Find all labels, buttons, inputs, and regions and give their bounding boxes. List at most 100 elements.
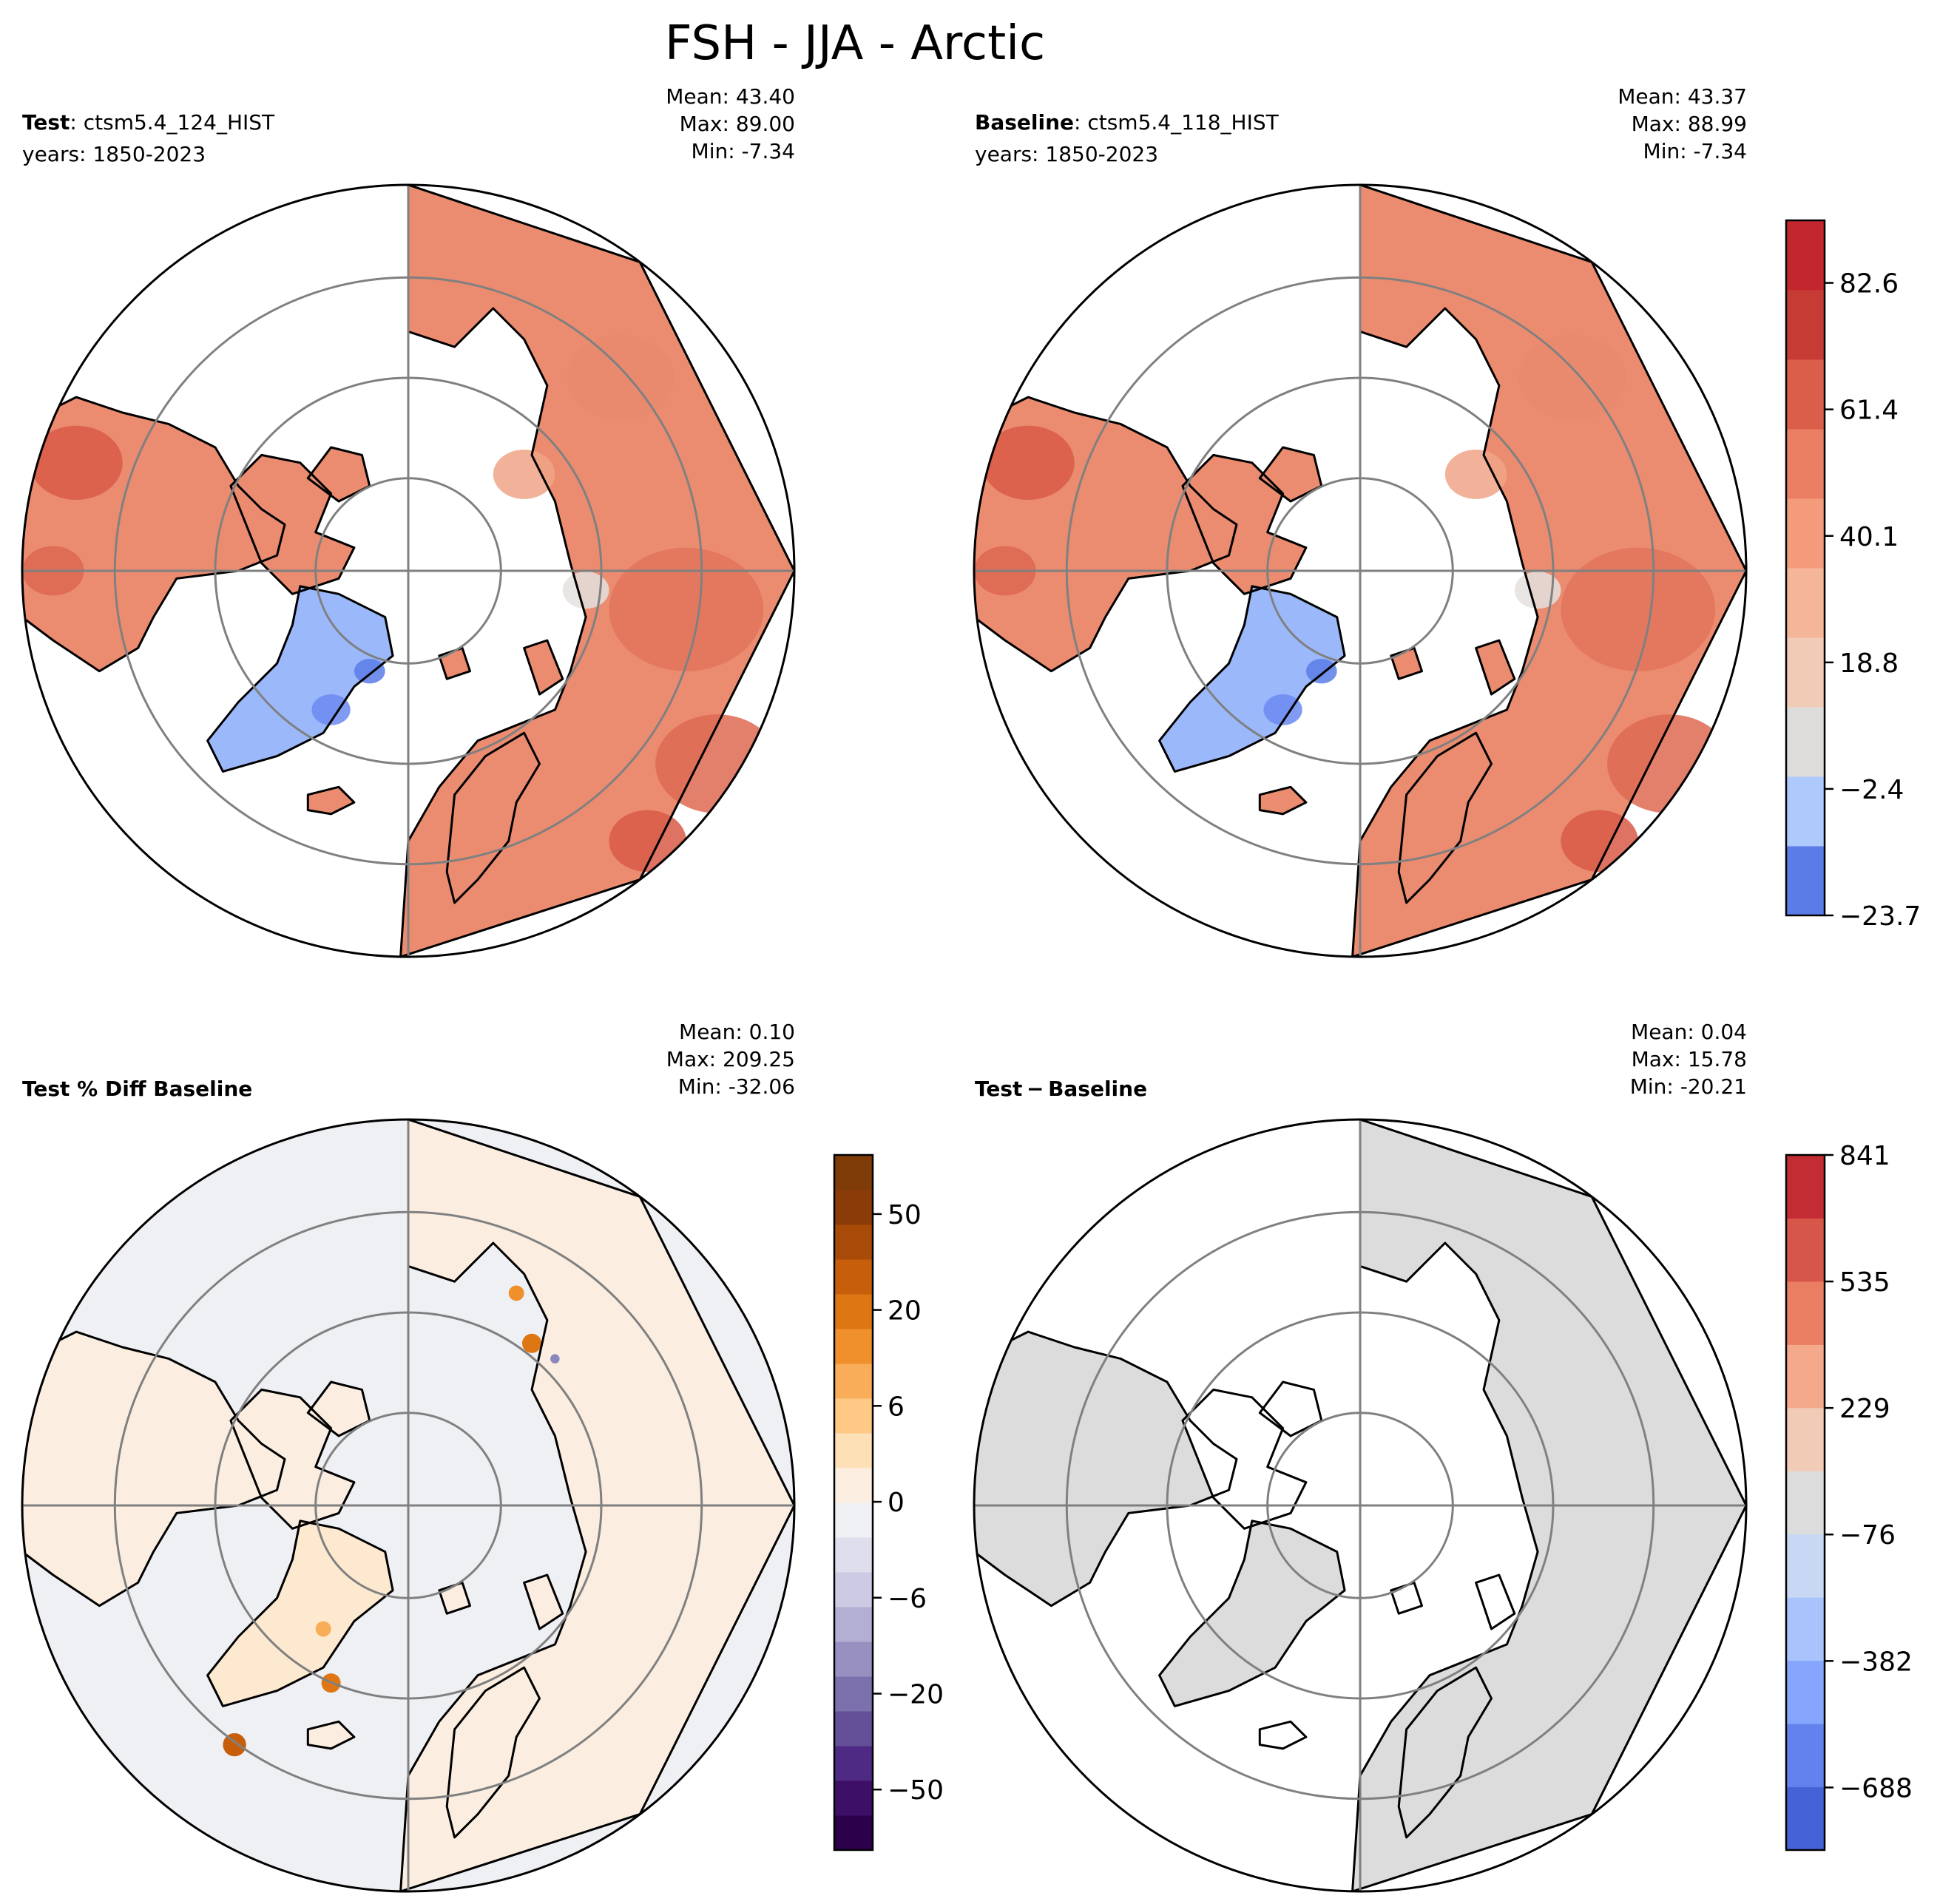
coastline xyxy=(306,446,371,503)
colorbar-tick-label: 0 xyxy=(888,1488,905,1518)
colorbar-segment xyxy=(1786,429,1825,499)
colorbar-segment xyxy=(1786,1218,1825,1282)
colorbar-segment xyxy=(1786,1534,1825,1598)
coastline xyxy=(1158,1520,1346,1707)
colorbar-tick-label: −2.4 xyxy=(1839,775,1904,805)
panel-label: Test % Diff Baseline xyxy=(22,1077,252,1101)
coastline xyxy=(445,1666,541,1839)
colorbar-segment xyxy=(1786,1344,1825,1409)
coastline xyxy=(1181,453,1308,595)
colorbar-segment xyxy=(1786,1724,1825,1788)
value-patch xyxy=(354,659,385,684)
colorbar-tick-label: 20 xyxy=(888,1296,922,1327)
diff-spot xyxy=(315,1621,331,1637)
land-fill xyxy=(308,1382,370,1436)
value-patch xyxy=(1514,572,1561,609)
colorbar-tick-label: −382 xyxy=(1839,1647,1913,1677)
colorbar-segment xyxy=(834,1502,873,1538)
coastline xyxy=(1258,1720,1308,1750)
coastline xyxy=(523,639,564,696)
diff-spot xyxy=(223,1732,246,1757)
colorbar-tick-label: −76 xyxy=(1839,1520,1896,1551)
colorbar-segment xyxy=(834,1259,873,1295)
colorbar-segment xyxy=(834,1294,873,1329)
land-fill xyxy=(207,1520,393,1707)
land-fill xyxy=(1260,1382,1322,1436)
colorbar-tick-label: 82.6 xyxy=(1839,269,1899,299)
colorbar-tick-label: 535 xyxy=(1839,1267,1890,1298)
colorbar-segment xyxy=(1786,707,1825,777)
land-fill xyxy=(308,447,370,501)
coastline xyxy=(206,1520,394,1707)
coastline xyxy=(974,396,1238,673)
colorbar-tick-label: −20 xyxy=(888,1680,944,1710)
value-patch xyxy=(493,450,555,499)
value-patch xyxy=(1263,694,1302,725)
coastline xyxy=(1258,446,1323,503)
coastline xyxy=(229,453,356,595)
colorbar-segment xyxy=(834,1155,873,1190)
coastline xyxy=(1158,585,1346,773)
coastline xyxy=(22,1330,286,1607)
colorbar-segment xyxy=(1786,220,1825,291)
value-patch xyxy=(567,334,675,421)
colorbar-tick-label: 50 xyxy=(888,1200,922,1230)
colorbar-tick-label: −688 xyxy=(1839,1773,1913,1803)
land-fill xyxy=(1260,447,1322,501)
colorbar-baseline: 82.6 61.4 40.1 18.8 −2.4 −23.7 xyxy=(1785,219,1921,932)
panel-label: Test: ctsm5.4_124_HIST xyxy=(22,110,275,135)
land-fill xyxy=(22,1332,285,1606)
stat-max: Max: 15.78 xyxy=(1632,1047,1747,1071)
coastline xyxy=(1351,1119,1746,1891)
colorbar-tick-label: −23.7 xyxy=(1839,901,1921,932)
coastline xyxy=(1397,731,1493,904)
value-patch xyxy=(562,572,609,609)
stat-max: Max: 89.00 xyxy=(680,112,795,136)
diff-spot xyxy=(508,1285,524,1301)
panel-diff: Test − Baseline Mean: 0.04 Max: 15.78 Mi… xyxy=(973,1020,1913,1893)
colorbar-diff: 841 535 229 −76 −382 −688 xyxy=(1785,1141,1913,1852)
colorbar-segment xyxy=(834,1815,873,1851)
coastline xyxy=(1258,1380,1323,1437)
stat-max: Max: 209.25 xyxy=(666,1047,795,1071)
colorbar-segment xyxy=(834,1468,873,1503)
value-patch xyxy=(1518,334,1627,421)
colorbar-segment xyxy=(834,1537,873,1573)
colorbar-segment xyxy=(834,1190,873,1225)
value-patch xyxy=(609,547,764,671)
land-fill xyxy=(524,1575,563,1629)
stat-mean: Mean: 43.40 xyxy=(666,84,795,109)
colorbar-segment xyxy=(834,1711,873,1747)
value-patch xyxy=(311,694,351,725)
colorbar-segment xyxy=(834,1607,873,1642)
stat-mean: Mean: 43.37 xyxy=(1618,84,1747,109)
map-border xyxy=(21,1118,796,1893)
polar-map-baseline xyxy=(973,183,1748,958)
colorbar-segment xyxy=(834,1781,873,1816)
coastline xyxy=(399,185,794,957)
stat-mean: Mean: 0.10 xyxy=(679,1020,795,1044)
panel-years: years: 1850-2023 xyxy=(22,142,206,166)
map-border xyxy=(973,1118,1748,1893)
coastline xyxy=(1475,639,1516,696)
diff-spot xyxy=(521,1333,542,1353)
colorbar-segment xyxy=(834,1329,873,1364)
polar-map-pct-diff xyxy=(21,1118,796,1893)
colorbar-segment xyxy=(1786,498,1825,569)
colorbar-segment xyxy=(834,1746,873,1781)
colorbar-segment xyxy=(1786,359,1825,430)
coastline xyxy=(306,1720,356,1750)
figure-title: FSH - JJA - Arctic xyxy=(665,16,1045,71)
colorbar-segment xyxy=(1786,1471,1825,1535)
coastline xyxy=(399,1119,794,1891)
colorbar-segment xyxy=(1786,568,1825,638)
stat-max: Max: 88.99 xyxy=(1632,112,1747,136)
coastline xyxy=(1258,785,1308,816)
panel-label: Baseline: ctsm5.4_118_HIST xyxy=(975,110,1280,135)
map-border xyxy=(973,183,1748,958)
coastline xyxy=(206,585,394,773)
land-fill xyxy=(1476,640,1515,694)
diff-spot xyxy=(550,1354,560,1363)
polar-map-diff xyxy=(973,1118,1748,1893)
